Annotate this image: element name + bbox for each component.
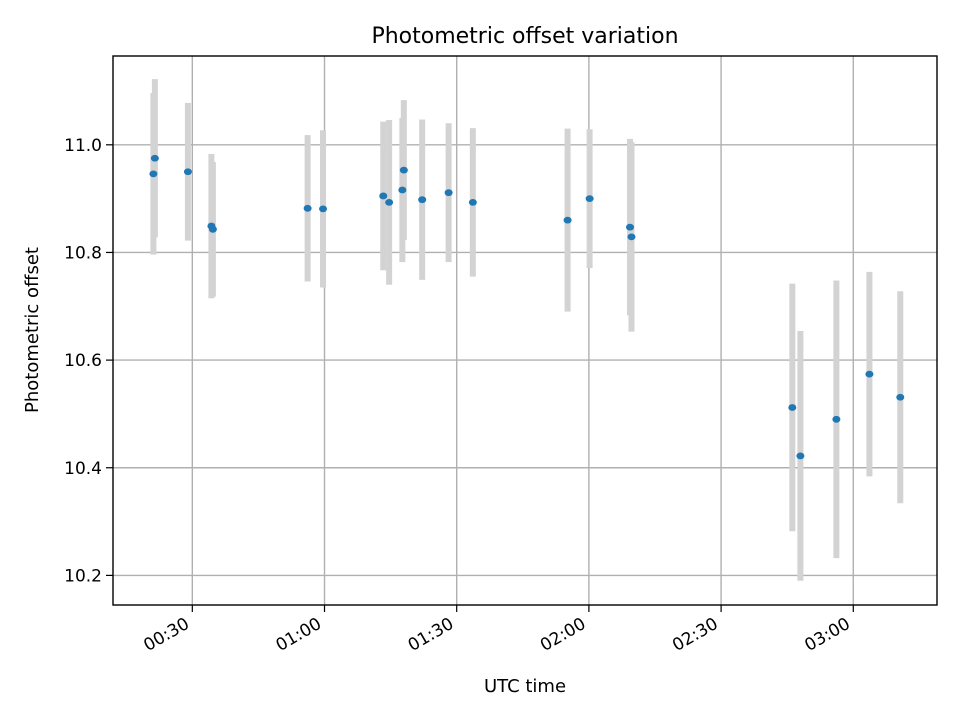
data-point [398, 187, 406, 194]
data-point [418, 196, 426, 203]
data-point [151, 155, 159, 162]
data-point [865, 371, 873, 378]
data-point [788, 404, 796, 411]
data-point [149, 170, 157, 177]
y-tick-label: 10.2 [64, 566, 102, 586]
x-axis-ticks: 00:30 01:00 01:30 02:00 02:30 03:00 [140, 605, 853, 656]
data-point [304, 205, 312, 212]
x-tick-label: 01:00 [273, 614, 325, 656]
y-tick-label: 11.0 [64, 136, 102, 156]
data-point [184, 168, 192, 175]
data-point [379, 193, 387, 200]
x-tick-label: 01:30 [405, 614, 457, 656]
error-bars [153, 79, 900, 581]
data-point [586, 195, 594, 202]
data-point [469, 199, 477, 206]
chart-title: Photometric offset variation [371, 24, 678, 49]
data-point [627, 233, 635, 240]
data-point [319, 205, 327, 212]
x-tick-label: 00:30 [140, 614, 192, 656]
data-point [445, 189, 453, 196]
plot-frame [113, 56, 937, 605]
data-point [209, 226, 217, 233]
y-axis-ticks: 10.2 10.4 10.6 10.8 11.0 [64, 136, 113, 587]
data-point [796, 453, 804, 460]
y-tick-label: 10.4 [64, 459, 102, 479]
y-tick-label: 10.8 [64, 243, 102, 263]
data-point [832, 416, 840, 423]
x-axis-label: UTC time [484, 676, 566, 697]
x-tick-label: 02:00 [537, 614, 589, 656]
data-point [385, 199, 393, 206]
data-point [626, 224, 634, 231]
grid-lines [113, 56, 937, 605]
data-point [896, 394, 904, 401]
y-tick-label: 10.6 [64, 351, 102, 371]
x-tick-label: 03:00 [801, 614, 853, 656]
x-tick-label: 02:30 [669, 614, 721, 656]
data-point [400, 167, 408, 174]
data-point [564, 217, 572, 224]
chart-svg: 00:30 01:00 01:30 02:00 02:30 03:00 10.210.41… [0, 0, 960, 720]
y-axis-label: Photometric offset [22, 247, 43, 413]
